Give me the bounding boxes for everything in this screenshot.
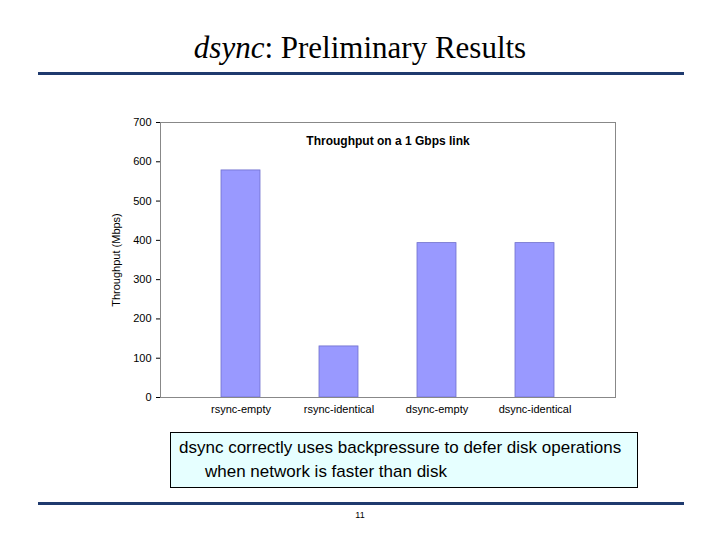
- svg-text:400: 400: [133, 234, 151, 246]
- svg-text:dsync-identical: dsync-identical: [499, 403, 572, 415]
- svg-text:Throughput (Mbps): Throughput (Mbps): [110, 213, 122, 307]
- svg-text:dsync-empty: dsync-empty: [406, 403, 469, 415]
- html-text:11: 11: [355, 510, 365, 520]
- svg-text:600: 600: [133, 155, 151, 167]
- svg-text:rsync-identical: rsync-identical: [304, 403, 374, 415]
- svg-text:rsync-empty: rsync-empty: [211, 403, 271, 415]
- svg-text:0: 0: [145, 391, 151, 403]
- svg-text:700: 700: [133, 116, 151, 128]
- html-text:dsync correctly uses backpress: dsync correctly uses backpressure to def…: [179, 438, 622, 481]
- svg-text:200: 200: [133, 312, 151, 324]
- svg-text:300: 300: [133, 273, 151, 285]
- svg-text:500: 500: [133, 195, 151, 207]
- svg-text:100: 100: [133, 352, 151, 364]
- svg-text:Throughput on a 1 Gbps link: Throughput on a 1 Gbps link: [306, 134, 470, 148]
- html-text:dsync: Preliminary Results: dsync: Preliminary Results: [193, 30, 527, 65]
